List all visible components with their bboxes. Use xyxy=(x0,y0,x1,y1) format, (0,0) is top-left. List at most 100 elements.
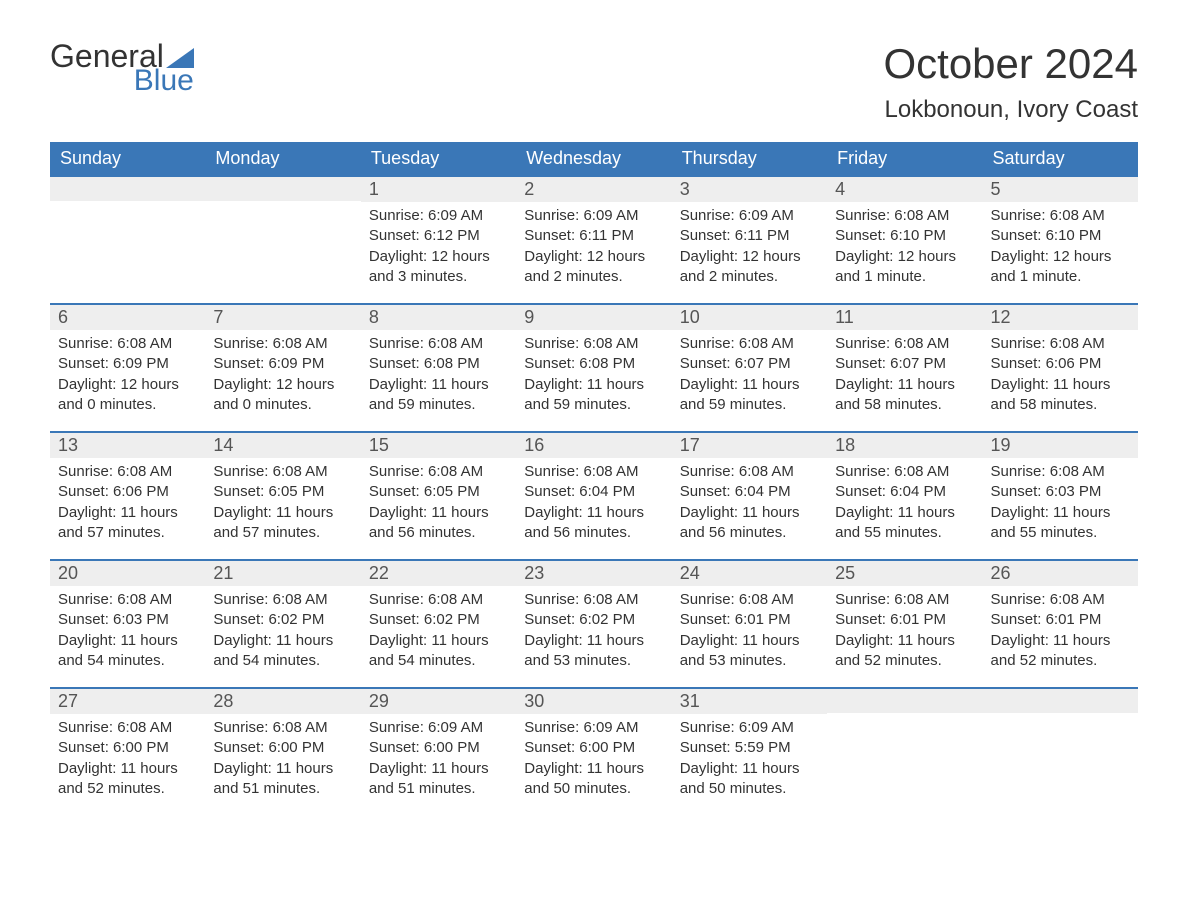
sunset-text: Sunset: 6:01 PM xyxy=(835,610,974,630)
sunset-text: Sunset: 6:04 PM xyxy=(835,482,974,502)
sunrise-text: Sunrise: 6:08 AM xyxy=(991,590,1130,610)
day-body: Sunrise: 6:09 AMSunset: 6:11 PMDaylight:… xyxy=(672,202,827,297)
daylight-text: Daylight: 11 hours and 55 minutes. xyxy=(835,503,974,544)
daylight-text: Daylight: 11 hours and 51 minutes. xyxy=(369,759,508,800)
sunrise-text: Sunrise: 6:09 AM xyxy=(369,206,508,226)
day-number: 23 xyxy=(516,559,671,586)
day-body: Sunrise: 6:09 AMSunset: 6:00 PMDaylight:… xyxy=(516,714,671,809)
sunset-text: Sunset: 6:11 PM xyxy=(524,226,663,246)
day-number: 25 xyxy=(827,559,982,586)
day-body: Sunrise: 6:08 AMSunset: 6:00 PMDaylight:… xyxy=(50,714,205,809)
sunrise-text: Sunrise: 6:08 AM xyxy=(58,462,197,482)
day-number: 4 xyxy=(827,175,982,202)
sunset-text: Sunset: 6:06 PM xyxy=(991,354,1130,374)
day-body: Sunrise: 6:08 AMSunset: 6:09 PMDaylight:… xyxy=(205,330,360,425)
day-cell: 28Sunrise: 6:08 AMSunset: 6:00 PMDayligh… xyxy=(205,687,360,815)
day-number: 27 xyxy=(50,687,205,714)
day-body: Sunrise: 6:08 AMSunset: 6:03 PMDaylight:… xyxy=(983,458,1138,553)
sunrise-text: Sunrise: 6:08 AM xyxy=(835,462,974,482)
day-cell: 6Sunrise: 6:08 AMSunset: 6:09 PMDaylight… xyxy=(50,303,205,431)
day-cell: 27Sunrise: 6:08 AMSunset: 6:00 PMDayligh… xyxy=(50,687,205,815)
sunrise-text: Sunrise: 6:08 AM xyxy=(991,462,1130,482)
day-number: 9 xyxy=(516,303,671,330)
day-cell: 24Sunrise: 6:08 AMSunset: 6:01 PMDayligh… xyxy=(672,559,827,687)
daylight-text: Daylight: 11 hours and 52 minutes. xyxy=(991,631,1130,672)
sunset-text: Sunset: 6:00 PM xyxy=(524,738,663,758)
day-body: Sunrise: 6:08 AMSunset: 6:03 PMDaylight:… xyxy=(50,586,205,681)
day-number: 22 xyxy=(361,559,516,586)
sunset-text: Sunset: 6:10 PM xyxy=(835,226,974,246)
sunset-text: Sunset: 6:09 PM xyxy=(213,354,352,374)
day-cell: 5Sunrise: 6:08 AMSunset: 6:10 PMDaylight… xyxy=(983,175,1138,303)
day-body: Sunrise: 6:08 AMSunset: 6:07 PMDaylight:… xyxy=(827,330,982,425)
day-cell: 10Sunrise: 6:08 AMSunset: 6:07 PMDayligh… xyxy=(672,303,827,431)
day-cell xyxy=(983,687,1138,815)
day-cell: 11Sunrise: 6:08 AMSunset: 6:07 PMDayligh… xyxy=(827,303,982,431)
day-cell: 16Sunrise: 6:08 AMSunset: 6:04 PMDayligh… xyxy=(516,431,671,559)
daylight-text: Daylight: 11 hours and 51 minutes. xyxy=(213,759,352,800)
day-number: 26 xyxy=(983,559,1138,586)
daylight-text: Daylight: 11 hours and 56 minutes. xyxy=(524,503,663,544)
daylight-text: Daylight: 11 hours and 59 minutes. xyxy=(680,375,819,416)
day-number: 15 xyxy=(361,431,516,458)
sunset-text: Sunset: 6:10 PM xyxy=(991,226,1130,246)
sunset-text: Sunset: 6:04 PM xyxy=(524,482,663,502)
day-body: Sunrise: 6:08 AMSunset: 6:10 PMDaylight:… xyxy=(827,202,982,297)
day-cell: 15Sunrise: 6:08 AMSunset: 6:05 PMDayligh… xyxy=(361,431,516,559)
daylight-text: Daylight: 11 hours and 56 minutes. xyxy=(369,503,508,544)
sunrise-text: Sunrise: 6:09 AM xyxy=(524,206,663,226)
sunset-text: Sunset: 6:03 PM xyxy=(58,610,197,630)
header: General Blue October 2024 Lokbonoun, Ivo… xyxy=(50,40,1138,124)
day-body: Sunrise: 6:08 AMSunset: 6:02 PMDaylight:… xyxy=(361,586,516,681)
day-cell: 18Sunrise: 6:08 AMSunset: 6:04 PMDayligh… xyxy=(827,431,982,559)
sunset-text: Sunset: 6:07 PM xyxy=(835,354,974,374)
sunset-text: Sunset: 6:08 PM xyxy=(369,354,508,374)
sunrise-text: Sunrise: 6:08 AM xyxy=(524,462,663,482)
day-number: 3 xyxy=(672,175,827,202)
week-row: 1Sunrise: 6:09 AMSunset: 6:12 PMDaylight… xyxy=(50,175,1138,303)
day-number: 6 xyxy=(50,303,205,330)
day-body: Sunrise: 6:08 AMSunset: 6:01 PMDaylight:… xyxy=(827,586,982,681)
sunset-text: Sunset: 6:02 PM xyxy=(369,610,508,630)
daylight-text: Daylight: 11 hours and 56 minutes. xyxy=(680,503,819,544)
day-number: 11 xyxy=(827,303,982,330)
day-body: Sunrise: 6:08 AMSunset: 6:09 PMDaylight:… xyxy=(50,330,205,425)
day-body: Sunrise: 6:09 AMSunset: 6:00 PMDaylight:… xyxy=(361,714,516,809)
daylight-text: Daylight: 11 hours and 53 minutes. xyxy=(524,631,663,672)
sunrise-text: Sunrise: 6:08 AM xyxy=(991,334,1130,354)
sunrise-text: Sunrise: 6:08 AM xyxy=(58,590,197,610)
daylight-text: Daylight: 11 hours and 57 minutes. xyxy=(213,503,352,544)
sunrise-text: Sunrise: 6:08 AM xyxy=(524,334,663,354)
day-cell: 4Sunrise: 6:08 AMSunset: 6:10 PMDaylight… xyxy=(827,175,982,303)
day-cell: 14Sunrise: 6:08 AMSunset: 6:05 PMDayligh… xyxy=(205,431,360,559)
sunrise-text: Sunrise: 6:08 AM xyxy=(213,718,352,738)
week-row: 27Sunrise: 6:08 AMSunset: 6:00 PMDayligh… xyxy=(50,687,1138,815)
day-body: Sunrise: 6:09 AMSunset: 6:12 PMDaylight:… xyxy=(361,202,516,297)
sunrise-text: Sunrise: 6:08 AM xyxy=(58,718,197,738)
day-cell: 23Sunrise: 6:08 AMSunset: 6:02 PMDayligh… xyxy=(516,559,671,687)
daylight-text: Daylight: 11 hours and 52 minutes. xyxy=(835,631,974,672)
day-body: Sunrise: 6:08 AMSunset: 6:06 PMDaylight:… xyxy=(50,458,205,553)
sunset-text: Sunset: 6:05 PM xyxy=(213,482,352,502)
calendar: SundayMondayTuesdayWednesdayThursdayFrid… xyxy=(50,142,1138,815)
sunrise-text: Sunrise: 6:08 AM xyxy=(835,590,974,610)
day-number xyxy=(205,175,360,201)
daylight-text: Daylight: 11 hours and 59 minutes. xyxy=(524,375,663,416)
day-number: 1 xyxy=(361,175,516,202)
day-header: Wednesday xyxy=(516,142,671,175)
title-month: October 2024 xyxy=(883,40,1138,88)
day-number xyxy=(50,175,205,201)
day-of-week-row: SundayMondayTuesdayWednesdayThursdayFrid… xyxy=(50,142,1138,175)
sunset-text: Sunset: 5:59 PM xyxy=(680,738,819,758)
sunrise-text: Sunrise: 6:09 AM xyxy=(680,206,819,226)
day-number: 29 xyxy=(361,687,516,714)
day-body: Sunrise: 6:08 AMSunset: 6:00 PMDaylight:… xyxy=(205,714,360,809)
sunset-text: Sunset: 6:09 PM xyxy=(58,354,197,374)
day-body: Sunrise: 6:09 AMSunset: 5:59 PMDaylight:… xyxy=(672,714,827,809)
title-location: Lokbonoun, Ivory Coast xyxy=(883,96,1138,124)
sunrise-text: Sunrise: 6:08 AM xyxy=(369,334,508,354)
day-header: Sunday xyxy=(50,142,205,175)
day-number: 12 xyxy=(983,303,1138,330)
day-number: 30 xyxy=(516,687,671,714)
day-cell: 21Sunrise: 6:08 AMSunset: 6:02 PMDayligh… xyxy=(205,559,360,687)
